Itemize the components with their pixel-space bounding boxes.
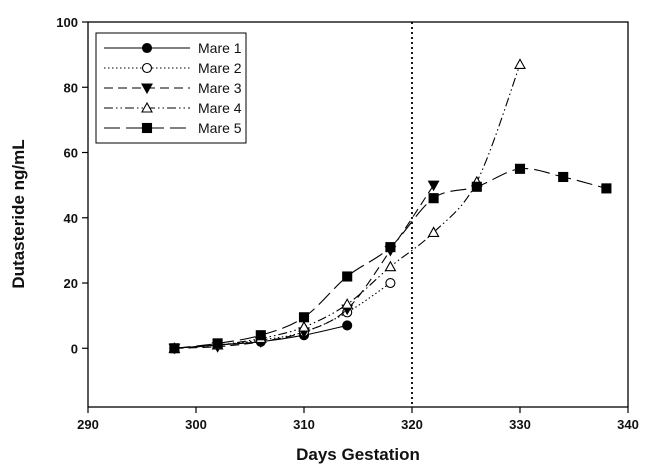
data-point [514, 163, 526, 174]
data-point [471, 181, 482, 192]
legend-label: Mare 3 [198, 80, 242, 96]
data-point [385, 277, 396, 289]
data-point [298, 312, 310, 323]
legend-label: Mare 2 [198, 60, 242, 76]
data-point [514, 58, 526, 69]
series-mare-2 [169, 277, 396, 354]
x-tick-label: 290 [77, 417, 99, 432]
x-axis-title: Days Gestation [296, 445, 420, 464]
data-point [342, 320, 353, 331]
y-tick-label: 100 [56, 15, 78, 30]
data-point [427, 226, 440, 237]
data-point [255, 330, 266, 341]
legend-marker [141, 62, 153, 74]
y-tick-label: 40 [64, 211, 78, 226]
data-point [427, 180, 440, 192]
legend-label: Mare 5 [198, 120, 242, 136]
y-axis-title: Dutasteride ng/mL [9, 139, 28, 288]
data-point [428, 193, 439, 204]
series-line [174, 282, 391, 349]
data-point [385, 242, 396, 253]
x-tick-label: 300 [185, 417, 207, 432]
data-point [298, 320, 310, 332]
x-tick-label: 320 [401, 417, 423, 432]
legend-item: Mare 4 [104, 100, 242, 116]
series-layer [168, 58, 612, 355]
data-point [558, 171, 569, 183]
series-mare-5 [169, 163, 612, 354]
y-tick-label: 80 [64, 80, 78, 95]
y-tick-label: 0 [71, 341, 78, 356]
legend-item: Mare 1 [104, 40, 242, 56]
y-tick-label: 60 [64, 146, 78, 161]
data-point [212, 338, 223, 349]
data-point [342, 271, 353, 282]
series-line [174, 168, 607, 349]
x-tick-label: 340 [617, 417, 639, 432]
data-point [341, 298, 354, 309]
legend-item: Mare 3 [104, 80, 242, 96]
legend-item: Mare 2 [104, 60, 242, 76]
legend-marker [141, 122, 153, 134]
legend: Mare 1 Mare 2 Mare 3 Mare 4 Mare 5 [95, 32, 247, 144]
legend-label: Mare 1 [198, 40, 242, 56]
legend-marker [141, 83, 153, 95]
y-tick-label: 20 [64, 276, 78, 291]
ticks: 290 300 310 320 330 340 0 20 40 60 80 100 [56, 15, 639, 432]
legend-marker [141, 101, 153, 113]
data-point [169, 343, 180, 354]
legend-label: Mare 4 [198, 100, 242, 116]
x-tick-label: 330 [509, 417, 531, 432]
plot-frame [87, 21, 629, 408]
legend-marker [141, 42, 153, 54]
data-point [384, 260, 397, 272]
x-tick-label: 310 [293, 417, 315, 432]
data-point [601, 183, 612, 194]
legend-item: Mare 5 [104, 120, 242, 136]
